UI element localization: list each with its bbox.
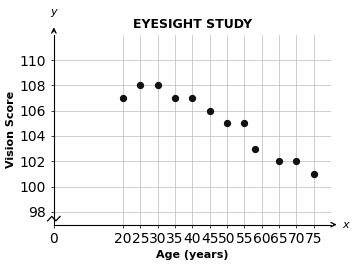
Point bbox=[224, 121, 230, 126]
Point bbox=[252, 147, 257, 151]
Text: y: y bbox=[51, 7, 57, 17]
Point bbox=[138, 83, 143, 88]
Point bbox=[276, 159, 282, 163]
Y-axis label: Vision Score: Vision Score bbox=[6, 91, 16, 168]
Point bbox=[155, 83, 161, 88]
Point bbox=[172, 96, 178, 100]
Point bbox=[120, 96, 126, 100]
X-axis label: Age (years): Age (years) bbox=[156, 251, 229, 260]
Title: EYESIGHT STUDY: EYESIGHT STUDY bbox=[133, 18, 252, 31]
Point bbox=[311, 172, 316, 176]
Point bbox=[207, 109, 212, 113]
Point bbox=[241, 121, 247, 126]
Point bbox=[293, 159, 299, 163]
Point bbox=[189, 96, 195, 100]
Text: x: x bbox=[342, 220, 349, 230]
